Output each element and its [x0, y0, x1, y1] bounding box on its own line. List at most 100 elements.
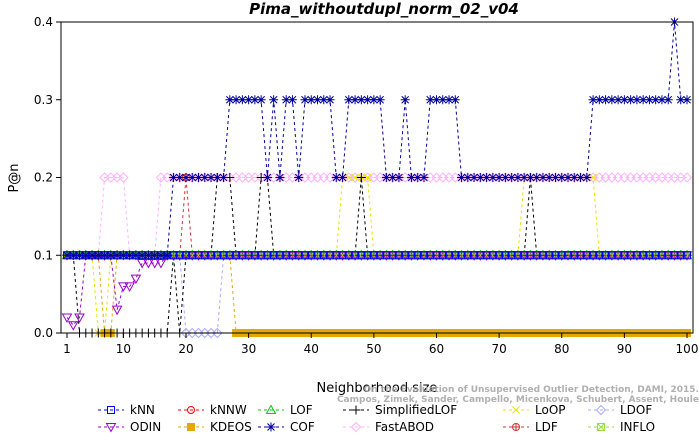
point-cof	[300, 95, 310, 105]
point-cof	[419, 173, 429, 182]
point-cof	[262, 173, 272, 182]
point-knn	[495, 251, 504, 260]
point-cof	[225, 95, 235, 105]
legend-marker	[512, 423, 520, 431]
point-cof	[388, 173, 398, 182]
point-cof	[118, 250, 128, 260]
point-knn	[207, 251, 216, 260]
y-axis: 0.0 0.1 0.2 0.3 0.4	[34, 15, 61, 340]
legend-item-lof: LOF	[258, 403, 313, 417]
point-knn	[457, 251, 466, 260]
legend-item-inflo: INFLO	[588, 420, 655, 434]
point-knn	[181, 251, 190, 260]
point-knn	[338, 251, 347, 260]
point-odin	[149, 259, 161, 269]
series-odin	[61, 251, 693, 331]
point-knn	[526, 251, 535, 260]
point-knn	[407, 251, 416, 260]
legend-marker	[597, 423, 605, 431]
point-knn	[507, 251, 516, 260]
point-knn	[582, 251, 591, 260]
point-knn	[394, 251, 403, 260]
point-cof	[313, 95, 323, 105]
x-axis: 1 10 20 30 40 50 60 70 80 90 100	[63, 333, 698, 356]
series-line-ldof	[67, 254, 687, 334]
point-knn	[488, 251, 497, 260]
point-knn	[413, 251, 422, 260]
x-tick-label: 10	[116, 342, 131, 356]
point-cof	[87, 250, 97, 260]
y-tick-label: 0.4	[34, 15, 53, 29]
point-cof	[507, 173, 517, 182]
point-knn	[219, 251, 228, 260]
point-knn	[576, 251, 585, 260]
x-tick-label: 80	[554, 342, 569, 356]
point-cof	[237, 95, 247, 105]
point-knn	[570, 251, 579, 260]
point-cof	[425, 95, 435, 105]
point-knn	[326, 251, 335, 260]
point-knn	[307, 251, 316, 260]
point-cof	[394, 173, 404, 182]
point-knn	[589, 251, 598, 260]
point-cof	[638, 95, 648, 105]
point-cof	[369, 95, 379, 105]
legend-marker	[350, 421, 362, 433]
point-cof	[431, 95, 441, 105]
point-knn	[269, 251, 278, 260]
point-cof	[131, 250, 141, 260]
point-cof	[601, 95, 611, 105]
point-cof	[363, 95, 373, 105]
point-knn	[194, 251, 203, 260]
point-cof	[513, 173, 523, 182]
point-cof	[607, 95, 617, 105]
legend-label: kNNW	[210, 403, 247, 417]
point-knn	[639, 251, 648, 260]
point-knn	[626, 251, 635, 260]
point-cof	[168, 173, 178, 182]
point-odin	[111, 305, 123, 316]
point-knn	[376, 251, 385, 260]
point-cof	[112, 250, 122, 260]
legend-marker	[351, 405, 361, 415]
point-knn	[232, 251, 241, 260]
point-knn	[401, 251, 410, 260]
point-knn	[520, 251, 529, 260]
point-loop	[589, 173, 597, 182]
point-cof	[482, 173, 492, 182]
point-knn	[263, 251, 272, 260]
point-cof	[406, 173, 416, 182]
point-cof	[137, 250, 147, 260]
point-knn	[651, 251, 660, 260]
point-cof	[281, 95, 291, 105]
point-cof	[256, 95, 266, 105]
point-cof	[219, 173, 229, 182]
point-cof	[100, 250, 110, 260]
point-knn	[238, 251, 247, 260]
x-tick-label: 100	[676, 342, 699, 356]
point-knn	[357, 251, 366, 260]
point-cof	[500, 173, 510, 182]
point-cof	[463, 173, 473, 182]
point-cof	[450, 95, 460, 105]
legend-item-knn: kNN	[98, 403, 155, 417]
series-cof	[62, 17, 692, 260]
point-cof	[582, 173, 592, 182]
point-knn	[200, 251, 209, 260]
point-cof	[200, 173, 210, 182]
legend-item-ldf: LDF	[503, 420, 558, 434]
point-cof	[519, 173, 529, 182]
legend-marker	[266, 422, 276, 432]
point-knn	[382, 251, 391, 260]
legend-item-kdeos: KDEOS	[178, 420, 252, 434]
point-knn	[645, 251, 654, 260]
point-cof	[212, 173, 222, 182]
legend-label: ODIN	[130, 420, 161, 434]
x-tick-label: 40	[304, 342, 319, 356]
point-cof	[194, 173, 204, 182]
legend-label: LDOF	[620, 403, 652, 417]
point-cof	[488, 173, 498, 182]
point-cof	[175, 173, 185, 182]
point-knn	[595, 251, 604, 260]
point-cof	[676, 95, 686, 105]
